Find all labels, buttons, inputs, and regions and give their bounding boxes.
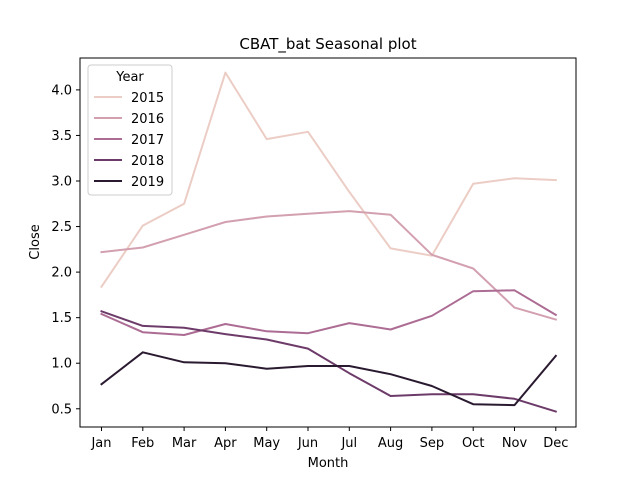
legend-title: Year [115, 70, 144, 85]
legend-label-2017: 2017 [131, 133, 164, 148]
legend-label-2019: 2019 [131, 175, 164, 190]
legend-label-2015: 2015 [131, 91, 164, 106]
x-tick-label: Oct [462, 436, 484, 451]
series-line-2019 [100, 351, 558, 407]
plot-area: Jan Feb Mar Apr May Jun Jul Aug Sep Oct Nov Dec 0.5 1… [51, 57, 577, 451]
x-tick-label: Apr [214, 436, 237, 451]
y-tick-label: 4.0 [51, 83, 72, 98]
x-tick-label: Jun [297, 436, 318, 451]
y-tick-label: 1.5 [51, 311, 72, 326]
y-tick-label: 3.0 [51, 175, 72, 190]
series-line-2016 [100, 210, 558, 321]
x-tick-label: Sep [420, 436, 445, 451]
y-tick-label: 3.5 [51, 129, 72, 144]
chart-title: CBAT_bat Seasonal plot [239, 35, 416, 54]
x-tick-label: Feb [131, 436, 154, 451]
y-tick-label: 2.5 [51, 220, 72, 235]
legend-label-2016: 2016 [131, 112, 164, 127]
x-tick-label: Jul [340, 436, 357, 451]
x-tick-label: Mar [172, 436, 197, 451]
legend: Year 2015 2016 2017 2018 2019 [87, 64, 173, 196]
legend-label-2018: 2018 [131, 154, 164, 169]
series-line-2017 [100, 289, 558, 336]
x-tick-label: Aug [378, 436, 403, 451]
series-line-2018 [100, 310, 558, 413]
y-tick-label: 2.0 [51, 266, 72, 281]
x-tick-label: May [253, 436, 280, 451]
x-tick-label: Jan [90, 436, 111, 451]
series-line-2015 [100, 71, 557, 289]
x-axis-label: Month [308, 456, 349, 471]
y-tick-label: 0.5 [51, 402, 72, 417]
y-axis-label: Close [28, 224, 43, 259]
x-tick-label: Nov [502, 436, 528, 451]
axes-frame [79, 57, 577, 428]
x-tick-label: Dec [543, 436, 568, 451]
y-tick-label: 1.0 [51, 357, 72, 372]
